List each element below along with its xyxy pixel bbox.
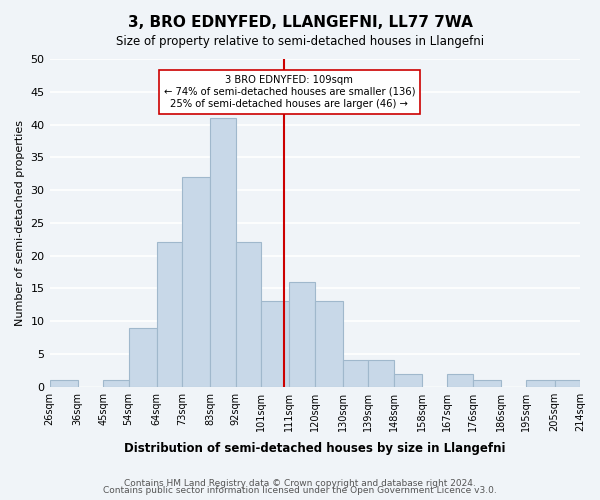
Bar [315, 302, 343, 386]
Text: Contains public sector information licensed under the Open Government Licence v3: Contains public sector information licen… [103, 486, 497, 495]
Text: Contains HM Land Registry data © Crown copyright and database right 2024.: Contains HM Land Registry data © Crown c… [124, 478, 476, 488]
Bar [448, 374, 473, 386]
X-axis label: Distribution of semi-detached houses by size in Llangefni: Distribution of semi-detached houses by … [124, 442, 506, 455]
Bar [394, 374, 422, 386]
Bar [473, 380, 501, 386]
Text: 3 BRO EDNYFED: 109sqm
← 74% of semi-detached houses are smaller (136)
25% of sem: 3 BRO EDNYFED: 109sqm ← 74% of semi-deta… [164, 76, 415, 108]
Bar [128, 328, 157, 386]
Bar [50, 380, 78, 386]
Bar [103, 380, 128, 386]
Bar [343, 360, 368, 386]
Bar [554, 380, 580, 386]
Bar [157, 242, 182, 386]
Y-axis label: Number of semi-detached properties: Number of semi-detached properties [15, 120, 25, 326]
Text: Size of property relative to semi-detached houses in Llangefni: Size of property relative to semi-detach… [116, 35, 484, 48]
Bar [289, 282, 315, 387]
Text: 3, BRO EDNYFED, LLANGEFNI, LL77 7WA: 3, BRO EDNYFED, LLANGEFNI, LL77 7WA [128, 15, 472, 30]
Bar [526, 380, 554, 386]
Bar [211, 118, 236, 386]
Bar [236, 242, 261, 386]
Bar [368, 360, 394, 386]
Bar [261, 302, 289, 386]
Bar [182, 177, 211, 386]
